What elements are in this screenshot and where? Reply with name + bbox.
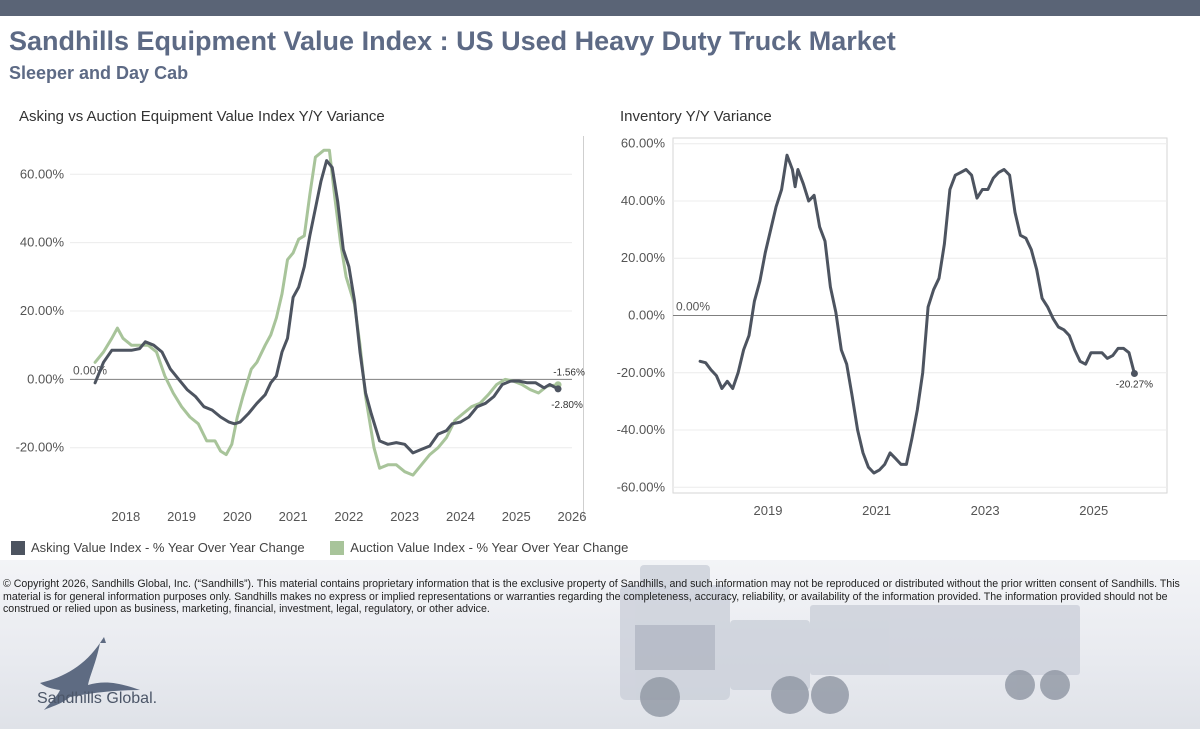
page-subtitle: Sleeper and Day Cab bbox=[9, 63, 189, 83]
x-tick-label: 2019 bbox=[754, 503, 783, 518]
y-tick-label: 20.00% bbox=[20, 303, 65, 318]
y-tick-label: 60.00% bbox=[621, 136, 666, 151]
legend-item-asking: Asking Value Index - % Year Over Year Ch… bbox=[11, 540, 305, 555]
y-tick-label: -20.00% bbox=[16, 440, 65, 455]
zero-label: 0.00% bbox=[676, 300, 710, 314]
logo-text: Sandhills Global. bbox=[37, 690, 158, 707]
x-tick-label: 2025 bbox=[1079, 503, 1108, 518]
series-end-point-0 bbox=[1130, 370, 1138, 378]
disclaimer-text: © Copyright 2026, Sandhills Global, Inc.… bbox=[3, 578, 1180, 616]
x-tick-label: 2021 bbox=[862, 503, 891, 518]
legend-item-auction: Auction Value Index - % Year Over Year C… bbox=[330, 540, 628, 555]
left-chart: 60.00%40.00%20.00%0.00%-20.00%0.00%2018 2… bbox=[16, 148, 587, 524]
right-chart: 60.00% 40.00% 20.00% 0.00% -20.00% -40.00% -60… bbox=[617, 136, 1168, 518]
x-tick-label: 2023 bbox=[390, 509, 419, 524]
x-tick-label: 2019 bbox=[167, 509, 196, 524]
right-chart-title: Inventory Y/Y Variance bbox=[620, 108, 772, 125]
series-end-point-0 bbox=[554, 385, 562, 393]
x-tick-label: 2025 bbox=[502, 509, 531, 524]
x-tick-label: 2023 bbox=[971, 503, 1000, 518]
y-tick-label: 20.00% bbox=[621, 250, 666, 265]
y-tick-label: 40.00% bbox=[621, 193, 666, 208]
series-end-label-1: -1.56% bbox=[553, 368, 585, 379]
truck-image bbox=[620, 565, 1080, 717]
series-end-label-0: -2.80% bbox=[551, 400, 583, 411]
legend: Asking Value Index - % Year Over Year Ch… bbox=[11, 540, 650, 558]
x-tick-label: 2018 bbox=[111, 509, 140, 524]
y-tick-label: -40.00% bbox=[617, 422, 666, 437]
x-tick-label: 2026 bbox=[558, 509, 587, 524]
legend-label-asking: Asking Value Index - % Year Over Year Ch… bbox=[31, 540, 305, 555]
series-line-0 bbox=[698, 153, 1136, 475]
legend-label-auction: Auction Value Index - % Year Over Year C… bbox=[350, 540, 629, 555]
x-tick-label: 2024 bbox=[446, 509, 475, 524]
y-tick-label: -20.00% bbox=[617, 365, 666, 380]
series-line-0 bbox=[93, 159, 560, 455]
x-tick-label: 2020 bbox=[223, 509, 252, 524]
page-title: Sandhills Equipment Value Index : US Use… bbox=[9, 26, 896, 56]
legend-swatch-asking bbox=[11, 540, 25, 555]
legend-swatch-auction bbox=[330, 540, 345, 555]
x-tick-label: 2021 bbox=[279, 509, 308, 524]
sandhills-logo-icon bbox=[40, 637, 140, 710]
series-end-label-0: -20.27% bbox=[1116, 380, 1153, 391]
y-tick-label: 40.00% bbox=[20, 235, 65, 250]
left-chart-title: Asking vs Auction Equipment Value Index … bbox=[19, 108, 385, 125]
y-tick-label: 0.00% bbox=[628, 308, 665, 323]
chart-divider bbox=[583, 136, 584, 518]
y-tick-label: 60.00% bbox=[20, 166, 65, 181]
top-bar bbox=[0, 0, 1200, 16]
x-tick-label: 2022 bbox=[334, 509, 363, 524]
series-line-1 bbox=[93, 148, 560, 477]
y-tick-label: -60.00% bbox=[617, 479, 666, 494]
y-tick-label: 0.00% bbox=[27, 371, 64, 386]
